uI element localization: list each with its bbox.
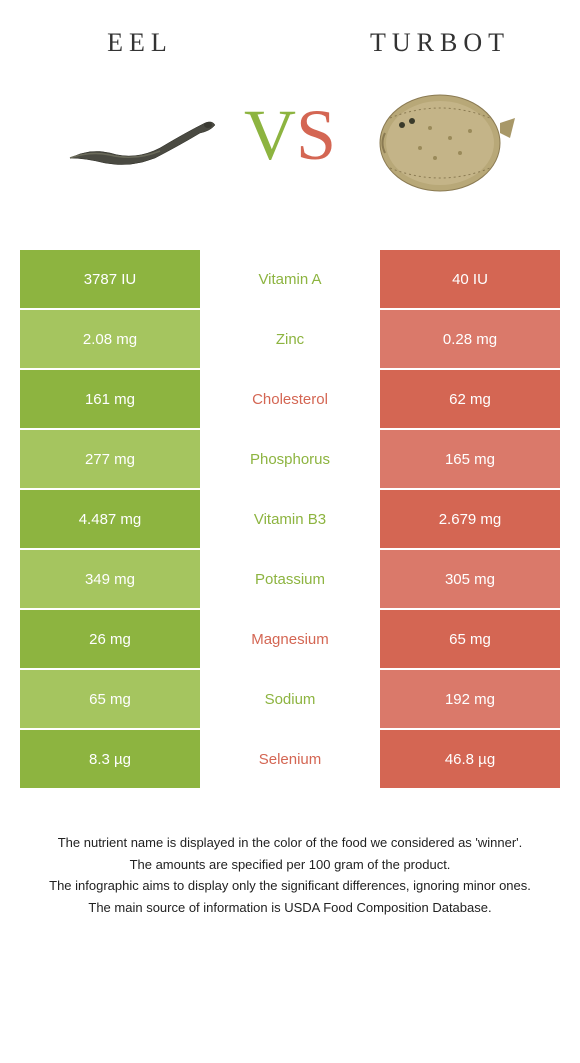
footer-line-3: The infographic aims to display only the…: [30, 876, 550, 896]
cell-nutrient-label: Cholesterol: [200, 370, 380, 428]
food-left-col: Eel: [50, 28, 230, 203]
table-row: 26 mgMagnesium65 mg: [20, 610, 560, 668]
cell-nutrient-label: Potassium: [200, 550, 380, 608]
footer-line-1: The nutrient name is displayed in the co…: [30, 833, 550, 853]
table-row: 65 mgSodium192 mg: [20, 670, 560, 728]
vs-v-letter: V: [244, 94, 296, 177]
cell-right-value: 46.8 µg: [380, 730, 560, 788]
cell-right-value: 40 IU: [380, 250, 560, 308]
cell-left-value: 4.487 mg: [20, 490, 200, 548]
table-row: 2.08 mgZinc0.28 mg: [20, 310, 560, 368]
table-row: 4.487 mgVitamin B32.679 mg: [20, 490, 560, 548]
footer-line-2: The amounts are specified per 100 gram o…: [30, 855, 550, 875]
table-row: 277 mgPhosphorus165 mg: [20, 430, 560, 488]
footer-line-4: The main source of information is USDA F…: [30, 898, 550, 918]
cell-left-value: 3787 IU: [20, 250, 200, 308]
vs-s-letter: S: [296, 94, 336, 177]
cell-left-value: 2.08 mg: [20, 310, 200, 368]
cell-left-value: 277 mg: [20, 430, 200, 488]
cell-left-value: 349 mg: [20, 550, 200, 608]
cell-nutrient-label: Magnesium: [200, 610, 380, 668]
cell-nutrient-label: Zinc: [200, 310, 380, 368]
cell-nutrient-label: Selenium: [200, 730, 380, 788]
cell-nutrient-label: Sodium: [200, 670, 380, 728]
cell-left-value: 26 mg: [20, 610, 200, 668]
cell-right-value: 0.28 mg: [380, 310, 560, 368]
cell-nutrient-label: Vitamin B3: [200, 490, 380, 548]
cell-right-value: 305 mg: [380, 550, 560, 608]
cell-right-value: 65 mg: [380, 610, 560, 668]
food-right-title: Turbot: [370, 28, 510, 58]
cell-right-value: 192 mg: [380, 670, 560, 728]
table-row: 349 mgPotassium305 mg: [20, 550, 560, 608]
comparison-table: 3787 IUVitamin A40 IU2.08 mgZinc0.28 mg1…: [20, 250, 560, 788]
cell-nutrient-label: Phosphorus: [200, 430, 380, 488]
cell-right-value: 62 mg: [380, 370, 560, 428]
cell-left-value: 161 mg: [20, 370, 200, 428]
header: Eel VS Turbot: [0, 0, 580, 220]
eel-image: [60, 83, 220, 203]
table-row: 3787 IUVitamin A40 IU: [20, 250, 560, 308]
cell-right-value: 2.679 mg: [380, 490, 560, 548]
cell-left-value: 8.3 µg: [20, 730, 200, 788]
cell-left-value: 65 mg: [20, 670, 200, 728]
cell-nutrient-label: Vitamin A: [200, 250, 380, 308]
vs-label: VS: [244, 60, 336, 210]
footer-notes: The nutrient name is displayed in the co…: [0, 833, 580, 917]
food-left-title: Eel: [107, 28, 173, 58]
table-row: 8.3 µgSelenium46.8 µg: [20, 730, 560, 788]
food-right-col: Turbot: [350, 28, 530, 203]
cell-right-value: 165 mg: [380, 430, 560, 488]
turbot-image: [360, 83, 520, 203]
table-row: 161 mgCholesterol62 mg: [20, 370, 560, 428]
